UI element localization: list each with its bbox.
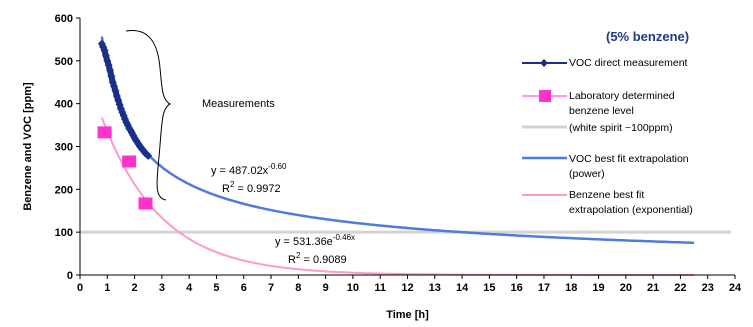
x-tick-label: 18: [565, 282, 577, 294]
legend-lab-label-1: Laboratory determined: [569, 90, 675, 102]
benzene-lab-point: [122, 155, 137, 168]
benzene-lab-point: [97, 126, 112, 139]
x-axis-title: Time [h]: [386, 309, 429, 321]
axes: 0 1 2 3 4 5 6 7 8 9 10 11 12 13 14 15 16 17 18 19 20 21 22 23 24…: [22, 13, 742, 321]
voc-direct-point: [103, 56, 112, 65]
x-tick-label: 2: [132, 282, 138, 294]
benzene-lab-point: [138, 197, 153, 210]
power-eq-main: y = 487.02x: [211, 165, 269, 177]
x-tick-label: 14: [456, 282, 469, 294]
chart-heading: (5% benzene): [606, 29, 689, 44]
annotations: Measurements y = 487.02x-0.60 R2 = 0.997…: [125, 29, 355, 266]
plot-lines: [80, 36, 731, 276]
x-tick-label: 1: [104, 282, 110, 294]
x-tick-label: 9: [323, 282, 329, 294]
measurements-label: Measurements: [202, 98, 275, 110]
x-tick-label: 6: [241, 282, 247, 294]
legend-benzene-fit-label-2: extrapolation (exponential): [569, 204, 693, 216]
exp-fit-equation: y = 531.36e-0.46x: [275, 233, 355, 248]
legend-voc-fit-label-1: VOC best fit extrapolation: [569, 153, 689, 165]
x-tick-label: 17: [538, 282, 550, 294]
x-tick-label: 8: [295, 282, 301, 294]
x-tick-label: 20: [620, 282, 632, 294]
x-tick-label: 21: [647, 282, 659, 294]
x-tick-label: 19: [592, 282, 604, 294]
exp-eq-main: y = 531.36e: [275, 236, 333, 248]
x-tick-label: 23: [702, 282, 714, 294]
x-tick-label: 15: [483, 282, 495, 294]
legend: (5% benzene) VOC direct measurement Labo…: [522, 29, 693, 216]
x-tick-label: 4: [186, 282, 193, 294]
legend-white-spirit-label: (white spirit ~100ppm): [569, 122, 673, 134]
x-tick-label: 12: [401, 282, 413, 294]
exp-fit-r2: R2 = 0.9089: [288, 251, 347, 266]
x-tick-label: 3: [159, 282, 165, 294]
x-tick-label: 24: [729, 282, 742, 294]
legend-voc-direct-marker: [540, 59, 548, 67]
exp-eq-exponent: -0.46x: [333, 233, 355, 242]
measurements-brace: [125, 29, 172, 201]
x-tick-label: 13: [429, 282, 441, 294]
x-tick-label: 5: [213, 282, 219, 294]
x-tick-label: 7: [268, 282, 274, 294]
x-tick-label: 0: [77, 282, 83, 294]
y-tick-label: 0: [67, 270, 73, 282]
power-fit-r2: R2 = 0.9972: [222, 180, 281, 195]
y-tick-label: 300: [55, 142, 73, 154]
x-tick-label: 16: [511, 282, 523, 294]
y-tick-label: 600: [55, 13, 73, 25]
x-tick-label: 11: [374, 282, 386, 294]
y-tick-label: 200: [55, 184, 73, 196]
legend-voc-fit-label-2: (power): [569, 168, 605, 180]
legend-benzene-fit-label-1: Benzene best fit: [569, 189, 644, 201]
voc-direct-point: [106, 66, 115, 75]
legend-lab-marker: [539, 90, 551, 102]
legend-lab-label-2: benzene level: [569, 105, 634, 117]
x-tick-label: 22: [674, 282, 686, 294]
x-tick-label: 10: [347, 282, 359, 294]
legend-voc-direct-label: VOC direct measurement: [569, 57, 688, 69]
y-axis-title: Benzene and VOC [ppm]: [22, 82, 34, 211]
voc-direct-point: [144, 151, 153, 160]
power-fit-equation: y = 487.02x-0.60: [211, 162, 287, 177]
y-tick-label: 400: [55, 99, 73, 111]
power-eq-exponent: -0.60: [268, 162, 287, 171]
voc-direct-point: [107, 72, 116, 81]
voc-fit-curve: [100, 36, 695, 245]
y-tick-label: 100: [55, 227, 73, 239]
y-tick-label: 500: [55, 56, 73, 68]
